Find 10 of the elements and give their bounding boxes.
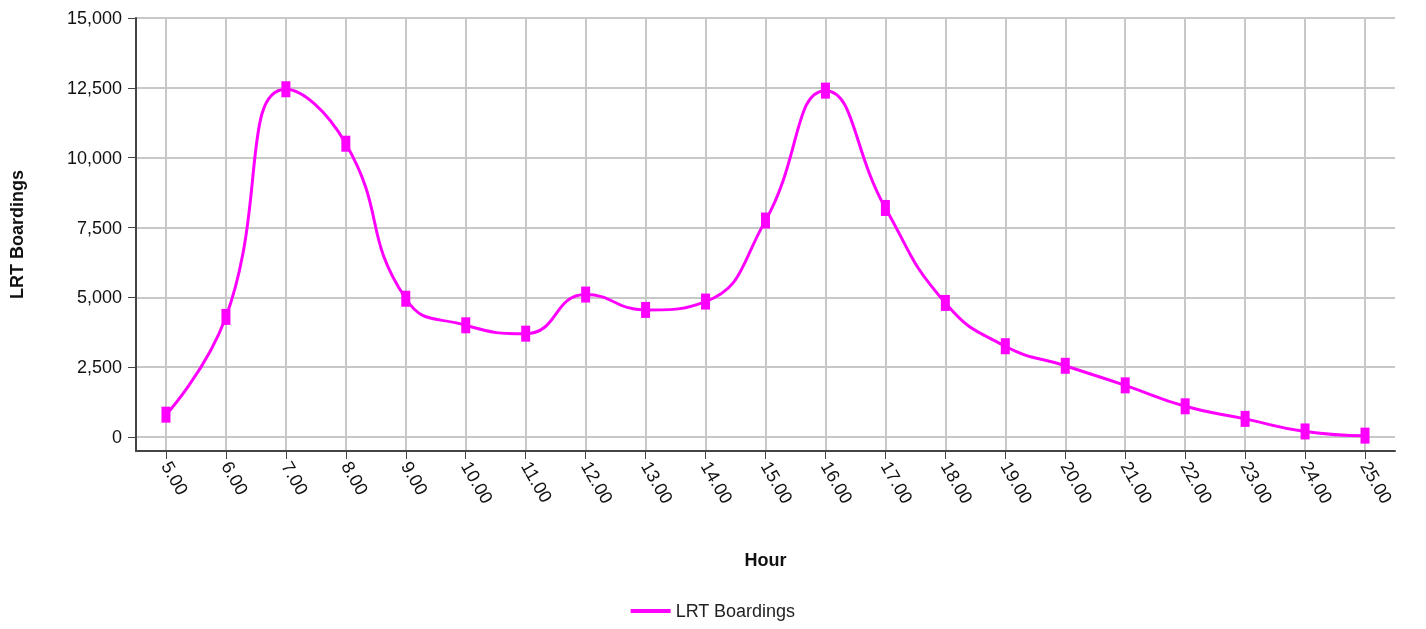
y-tick-label: 0 [111, 427, 122, 448]
y-tick-label: 5,000 [76, 287, 122, 308]
y-tick-label: 10,000 [66, 147, 122, 168]
y-tick-label: 2,500 [76, 357, 122, 378]
y-tick-label: 15,000 [66, 8, 122, 28]
y-tick-label: 12,500 [66, 77, 122, 98]
y-axis-title: LRT Boardings [7, 170, 27, 299]
y-tick-label: 7,500 [76, 217, 122, 238]
x-axis-title: Hour [744, 550, 787, 570]
legend-label: LRT Boardings [675, 601, 796, 621]
